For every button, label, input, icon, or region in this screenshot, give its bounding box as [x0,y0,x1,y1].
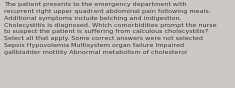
Text: The patient presents to the emergency department with
recurrent right upper quad: The patient presents to the emergency de… [4,2,217,55]
